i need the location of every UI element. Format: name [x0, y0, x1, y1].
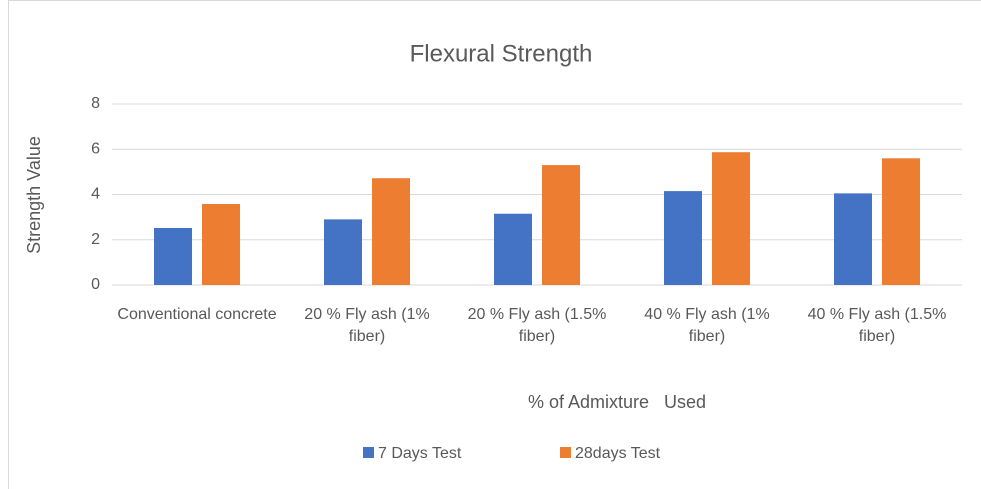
bar: [542, 165, 580, 285]
x-tick-label: 40 % Fly ash (1% fiber): [644, 306, 770, 345]
y-axis-title: Strength Value: [24, 136, 44, 254]
y-tick-label: 2: [91, 231, 100, 248]
bar: [882, 158, 920, 285]
chart-frame: [8, 0, 981, 489]
x-tick-label: 20 % Fly ash (1.5% fiber): [467, 306, 607, 345]
x-tick-label: Conventional concrete: [117, 306, 277, 323]
bar: [664, 191, 702, 285]
bar: [372, 178, 410, 285]
bar: [154, 227, 192, 285]
y-tick-label: 6: [91, 140, 100, 157]
bar: [324, 219, 362, 285]
x-tick-label: 20 % Fly ash (1% fiber): [304, 306, 430, 345]
legend-swatch: [560, 447, 571, 458]
chart-title: Flexural Strength: [410, 40, 593, 67]
x-axis-title: % of Admixture Used: [528, 392, 706, 412]
legend-label: 28days Test: [575, 445, 661, 462]
bar: [712, 152, 750, 285]
x-tick-label: 40 % Fly ash (1.5% fiber): [807, 306, 947, 345]
y-tick-label: 4: [91, 186, 100, 203]
bar: [494, 213, 532, 285]
bar: [202, 204, 240, 285]
y-tick-label: 8: [91, 95, 100, 112]
bar: [834, 193, 872, 285]
legend-label: 7 Days Test: [378, 445, 462, 462]
legend-swatch: [363, 447, 374, 458]
y-tick-label: 0: [91, 276, 100, 293]
